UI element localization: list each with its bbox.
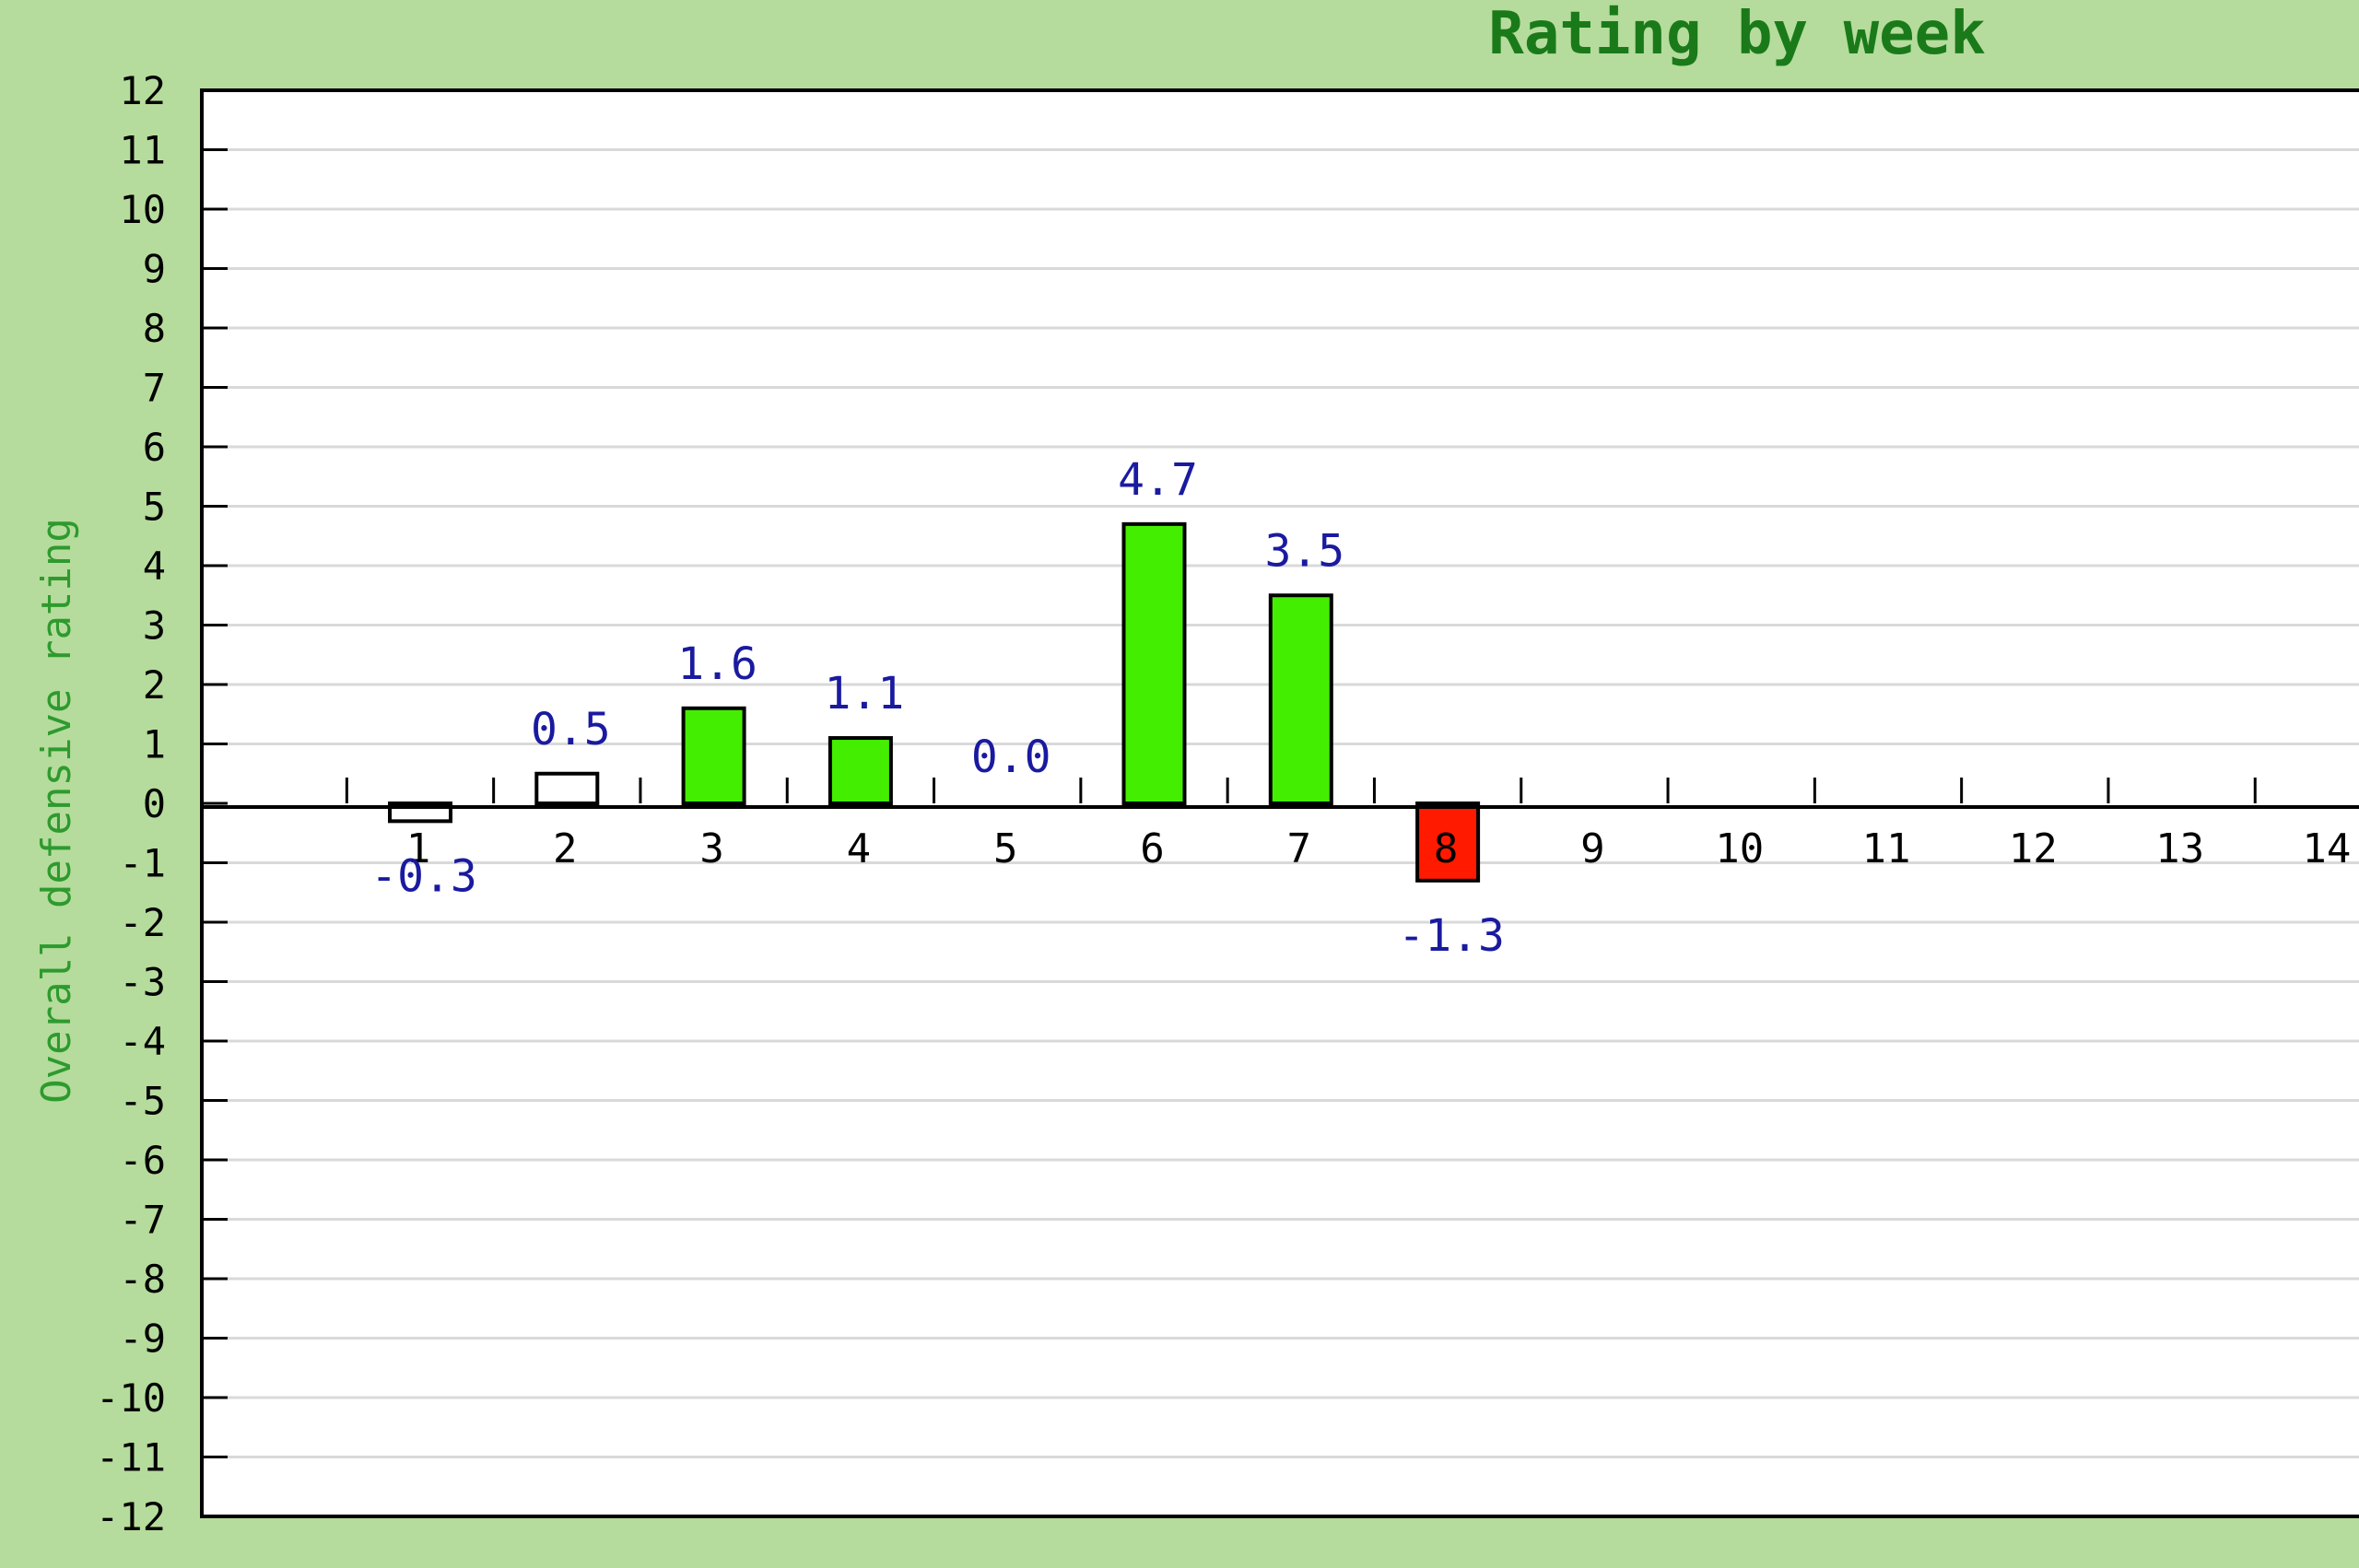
- x-tick-label: 4: [847, 825, 872, 872]
- y-tick-label: -1: [119, 841, 166, 886]
- data-label: -0.3: [370, 850, 477, 902]
- y-tick-label: 6: [143, 425, 166, 470]
- x-tick-label: 7: [1287, 825, 1312, 872]
- y-tick-label: 7: [143, 366, 166, 411]
- data-label: 1.1: [825, 668, 905, 720]
- x-tick-label: 9: [1580, 825, 1605, 872]
- data-label: 4.7: [1118, 454, 1198, 506]
- y-tick-label: -5: [119, 1079, 166, 1124]
- x-tick-label: 6: [1140, 825, 1165, 872]
- y-axis-label: Overall defensive rating: [33, 518, 80, 1104]
- bar: [534, 771, 600, 805]
- y-tick-label: 3: [143, 603, 166, 649]
- x-tick-label: 8: [1434, 825, 1459, 872]
- bar: [1415, 802, 1481, 883]
- bar: [1268, 593, 1333, 805]
- y-tick-label: -10: [96, 1375, 166, 1421]
- bar: [827, 736, 893, 805]
- x-tick-label: 2: [553, 825, 578, 872]
- gridlines: [202, 88, 2359, 1518]
- bars: [388, 521, 1481, 883]
- bar: [1121, 521, 1187, 805]
- y-tick-label: 2: [143, 662, 166, 708]
- y-tick-label: -3: [119, 960, 166, 1005]
- y-tick-label: -7: [119, 1198, 166, 1243]
- x-tick-label: 13: [2155, 825, 2204, 872]
- plot-border: [200, 88, 2359, 1518]
- data-label: 3.5: [1264, 525, 1344, 577]
- data-label: 1.6: [677, 638, 757, 690]
- x-tick-label: 10: [1715, 825, 1764, 872]
- y-tick-label: 8: [143, 306, 166, 351]
- y-tick-label: -4: [119, 1019, 166, 1064]
- y-tick-label: 4: [143, 544, 166, 589]
- y-tick-label: 11: [119, 128, 166, 173]
- x-tick-label: 1: [406, 825, 431, 872]
- y-tick-label: 1: [143, 722, 166, 767]
- data-label: 0.5: [531, 704, 611, 755]
- y-tick-label: -8: [119, 1257, 166, 1302]
- y-tick-label: 0: [143, 781, 166, 826]
- x-tick-label: 14: [2302, 825, 2351, 872]
- x-tick-label: 11: [1862, 825, 1911, 872]
- y-tick-label: -11: [96, 1435, 166, 1480]
- x-tick-marks: [345, 778, 2257, 803]
- y-tick-label: 5: [143, 485, 166, 530]
- x-tick-label: 12: [2009, 825, 2058, 872]
- y-tick-label: 9: [143, 247, 166, 292]
- data-label: -1.3: [1398, 910, 1505, 962]
- y-tick-labels: 1211109876543210-1-2-3-4-5-6-7-8-9-10-11…: [96, 68, 166, 1539]
- data-labels: -0.3 0.5 1.6 1.1 0.0 4.7 3.5 -1.3: [370, 454, 1505, 962]
- y-tick-label: -2: [119, 900, 166, 945]
- x-tick-label: 5: [993, 825, 1018, 872]
- y-tick-label: -12: [96, 1494, 166, 1539]
- chart-title: Rating by week: [1488, 0, 1985, 68]
- y-tick-label: -6: [119, 1138, 166, 1183]
- bar: [681, 706, 746, 805]
- y-tick-label: -9: [119, 1316, 166, 1362]
- data-label: 0.0: [971, 731, 1051, 783]
- x-tick-label: 3: [699, 825, 724, 872]
- y-tick-label: 12: [119, 68, 166, 113]
- y-tick-label: 10: [119, 187, 166, 232]
- x-tick-labels: 1 2 3 4 5 6 7 8 9 10 11 12 13 14: [406, 825, 2352, 872]
